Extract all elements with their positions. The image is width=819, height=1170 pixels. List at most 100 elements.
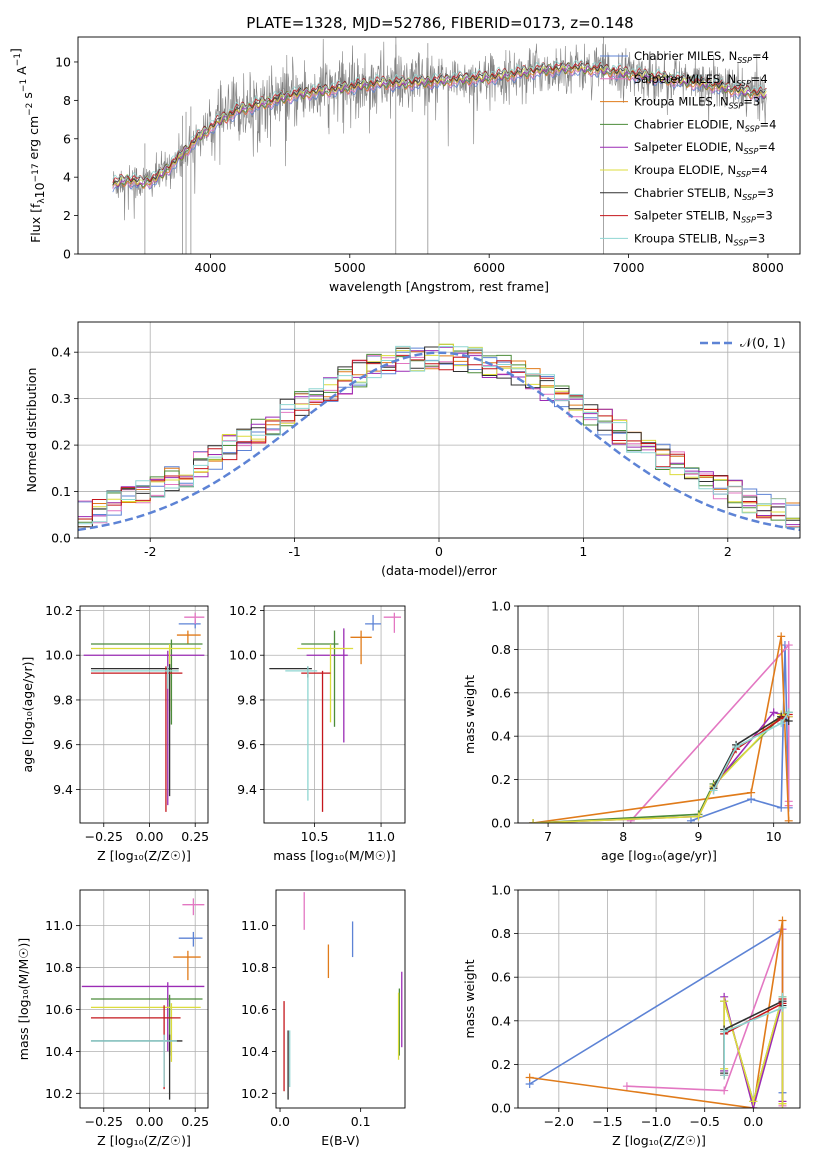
x-tick-label: 0.0	[743, 1114, 763, 1129]
x-tick-label: 0.00	[136, 1114, 164, 1129]
y-axis-label: mass [log₁₀(M/M☉)]	[16, 938, 31, 1060]
mass-weight-point	[778, 1003, 787, 1012]
figure-title: PLATE=1328, MJD=52786, FIBERID=0173, z=0…	[246, 14, 633, 32]
legend-text: Salpeter STELIB, N	[634, 209, 741, 223]
x-tick-label: 0.1	[351, 1114, 371, 1129]
x-axis-label: wavelength [Angstrom, rest frame]	[329, 279, 549, 294]
mass-weight-point	[778, 1099, 787, 1108]
label-part: −1	[13, 53, 23, 66]
y-tick-label: 0.4	[51, 345, 71, 360]
y-axis-label: age [log₁₀(age/yr)]	[20, 657, 35, 773]
y-tick-label: 1.0	[491, 883, 511, 898]
y-tick-label: 10.4	[45, 1044, 73, 1059]
label-part: ]	[8, 48, 23, 53]
plot-area	[283, 892, 403, 1100]
x-axis-label: (data-model)/error	[381, 563, 498, 578]
legend-subscript: SSP	[745, 124, 760, 133]
mass-weight-point	[769, 708, 778, 717]
y-tick-label: 0.2	[491, 772, 511, 787]
panel-mass_vs_Z: −0.25 0.00 0.25 10.2 10.4 10.6 10.8 11.0 Z [log₁…	[16, 889, 209, 1148]
panel-age_vs_mass: 10.5 11.0 9.4 9.6 9.8 10.0 10.2 mass [log₁₀(M/M…	[229, 603, 406, 863]
y-tick-label: 0.0	[491, 816, 511, 831]
axes-frame	[77, 36, 801, 255]
x-tick-label: 11.0	[367, 829, 395, 844]
y-tick-label: 11.0	[45, 918, 73, 933]
mass-weight-line	[723, 996, 784, 1076]
mass-weight-point	[732, 743, 741, 752]
mass-weight-line	[532, 713, 789, 823]
y-tick-label: 8	[63, 93, 71, 108]
y-tick-label: 10.0	[229, 648, 257, 663]
x-axis-label: mass [log₁₀(M/M☉)]	[273, 848, 395, 863]
mass-weight-line	[712, 711, 790, 791]
y-tick-label: 9.6	[237, 737, 257, 752]
axes-frame	[77, 321, 801, 539]
x-axis-label: Z [log₁₀(Z/Z☉)]	[97, 1133, 191, 1148]
x-tick-label: 1	[579, 544, 587, 559]
x-tick-label: 10	[766, 829, 782, 844]
x-axis-label: E(B-V)	[321, 1133, 360, 1148]
label-part: −17	[31, 163, 41, 182]
legend-text: Kroupa STELIB, N	[634, 231, 734, 245]
legend-text: Chabrier STELIB, N	[634, 186, 742, 200]
legend-tail: =3	[743, 95, 760, 109]
y-tick-label: 10.2	[45, 1086, 73, 1101]
y-tick-label: 4	[63, 170, 71, 185]
y-tick-label: 10.2	[241, 1086, 269, 1101]
panel-spectrum: 4000 5000 6000 7000 8000 0 2 4 6 8 10 wavelength [A…	[8, 36, 801, 294]
label-part: −2	[25, 103, 35, 116]
legend-tail: =4	[758, 140, 775, 154]
mass-weight-line	[532, 711, 789, 823]
mass-weight-line	[532, 711, 790, 823]
legend-tail: =4	[751, 163, 768, 177]
legend-tail: =3	[757, 186, 774, 200]
model-spectrum	[112, 60, 767, 183]
legend-text: Chabrier MILES, N	[634, 49, 737, 63]
mass-weight-point	[784, 816, 793, 823]
legend-text: Kroupa MILES, N	[634, 95, 729, 109]
x-axis-label: age [log₁₀(age/yr)]	[601, 848, 717, 863]
x-tick-label: 0.0	[270, 1114, 290, 1129]
legend-text: Salpeter ELODIE, N	[634, 140, 744, 154]
legend-text: Kroupa ELODIE, N	[634, 163, 736, 177]
y-tick-label: 9.6	[53, 737, 73, 752]
legend-subscript: SSP	[741, 216, 756, 225]
y-axis-label: Normed distribution	[24, 368, 39, 493]
y-tick-label: 10.6	[241, 1002, 269, 1017]
x-tick-label: −0.5	[690, 1114, 720, 1129]
y-tick-label: 10.4	[241, 1044, 269, 1059]
y-tick-label: 0.4	[491, 1013, 511, 1028]
label-part: s	[20, 92, 35, 103]
mass-weight-point	[720, 1071, 729, 1080]
legend-tail: =3	[748, 231, 765, 245]
mass-weight-point	[694, 812, 703, 821]
y-tick-label: 0.1	[51, 484, 71, 499]
y-tick-label: 0.6	[491, 970, 511, 985]
y-tick-label: 10	[55, 54, 71, 69]
y-tick-label: 0.8	[491, 642, 511, 657]
panel-residuals: -2 -1 0 1 2 0.0 0.1 0.2 0.3 0.4 (data-model)/error…	[24, 321, 801, 578]
x-tick-label: −1.0	[641, 1114, 671, 1129]
x-tick-label: 0.25	[181, 1114, 209, 1129]
x-tick-label: 8	[619, 829, 627, 844]
y-tick-label: 2	[63, 208, 71, 223]
x-tick-label: −1.5	[592, 1114, 622, 1129]
legend-label: Salpeter STELIB, NSSP=3	[634, 209, 773, 225]
panel-mass_weight_vs_age: 7 8 9 10 0.0 0.2 0.4 0.6 0.8 1.0 age [log₁₀(age/yr…	[462, 599, 801, 863]
x-tick-label: 8000	[752, 260, 784, 275]
residual-histogram	[78, 354, 800, 528]
y-tick-label: 11.0	[241, 918, 269, 933]
panel-age_vs_Z: −0.25 0.00 0.25 9.4 9.6 9.8 10.0 10.2 Z [log₁₀(Z…	[20, 603, 209, 863]
model-spectrum	[112, 62, 767, 187]
y-tick-label: 10.8	[241, 960, 269, 975]
x-tick-label: −0.25	[85, 1114, 123, 1129]
plot-area	[83, 612, 205, 812]
plot-area	[78, 343, 800, 532]
mass-weight-point	[778, 992, 787, 1001]
legend-label: Kroupa ELODIE, NSSP=4	[634, 163, 768, 179]
y-tick-label: 0.4	[491, 729, 511, 744]
plot-area	[112, 37, 767, 254]
legend-label: Chabrier ELODIE, NSSP=4	[634, 117, 776, 133]
y-axis-label: mass weight	[462, 959, 477, 1038]
